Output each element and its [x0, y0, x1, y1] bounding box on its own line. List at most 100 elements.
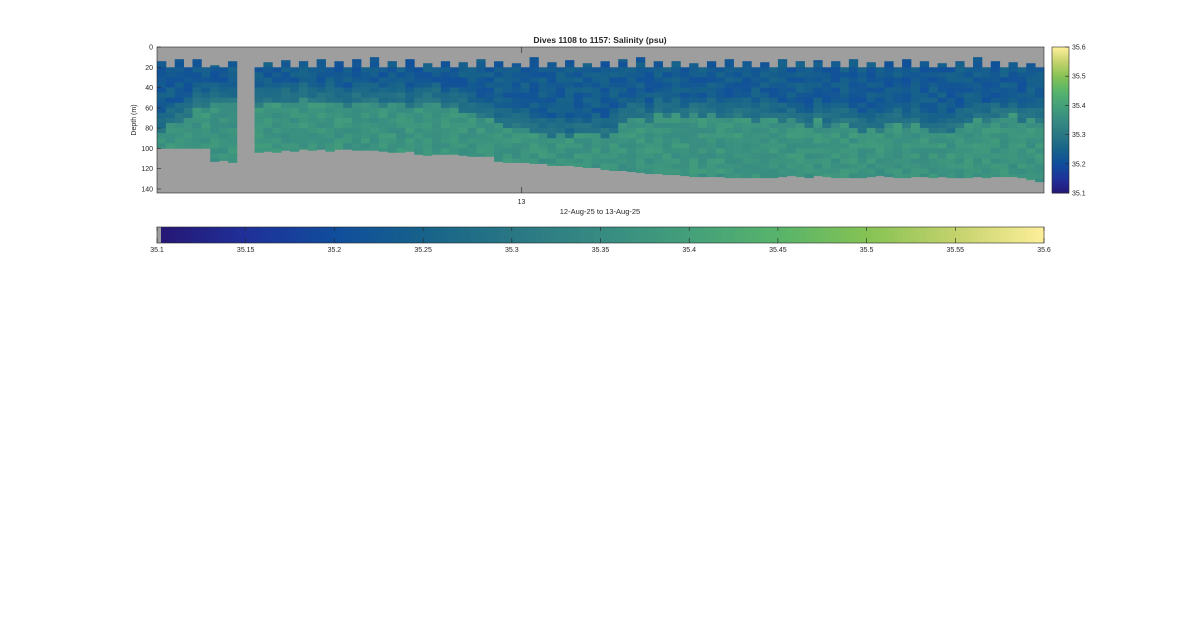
colorbar-bottom-strip [902, 227, 908, 243]
heatmap-cell [839, 102, 850, 109]
heatmap-cell [698, 123, 708, 129]
heatmap-cell [600, 67, 610, 73]
colorbar-bottom-strip [893, 227, 899, 243]
heatmap-cell [769, 168, 779, 175]
heatmap-cell [662, 107, 672, 114]
heatmap-cell [609, 87, 619, 93]
heatmap-cell [502, 97, 513, 104]
heatmap-cell [405, 133, 415, 139]
colorbar-bottom-strip [832, 227, 837, 243]
heatmap-cell [769, 97, 779, 104]
heatmap-cell [955, 158, 965, 164]
colorbar-bottom-tick-label: 35.2 [328, 247, 342, 254]
heatmap-cell [733, 168, 743, 175]
heatmap-cell [893, 123, 903, 129]
heatmap-cell [804, 82, 814, 88]
heatmap-cell [662, 87, 672, 93]
colorbar-bottom-strip [770, 227, 776, 243]
heatmap-cell [538, 117, 548, 124]
heatmap-cell [405, 72, 415, 78]
heatmap-cell [458, 77, 468, 83]
heatmap-cell [848, 133, 859, 139]
heatmap-cell [990, 158, 1001, 164]
heatmap-cell [760, 67, 770, 73]
heatmap-cell [795, 153, 805, 159]
heatmap-cell [352, 138, 362, 144]
heatmap-cell [733, 102, 743, 109]
heatmap-cell [937, 138, 947, 144]
heatmap-cell [565, 138, 575, 144]
heatmap-cell [875, 168, 885, 175]
colorbar-bottom-strip [576, 227, 581, 243]
heatmap-cell [653, 112, 663, 119]
heatmap-cell [361, 148, 371, 151]
colorbar-bottom-strip [849, 227, 855, 243]
heatmap-cell [334, 61, 344, 63]
heatmap-cell [946, 143, 956, 149]
heatmap-cell [973, 173, 983, 178]
heatmap-cell [857, 173, 867, 179]
heatmap-cell [352, 59, 362, 63]
heatmap-cell [440, 112, 451, 119]
heatmap-cell [582, 92, 593, 98]
heatmap-cell [795, 138, 805, 144]
heatmap-cell [565, 158, 575, 164]
heatmap-cell [724, 87, 734, 93]
heatmap-cell [467, 87, 477, 93]
colorbar-right-strip [1052, 177, 1069, 179]
heatmap-cell [307, 82, 318, 88]
heatmap-cell [192, 77, 202, 83]
heatmap-cell [928, 133, 938, 139]
heatmap-cell [440, 97, 451, 104]
heatmap-cell [822, 128, 832, 134]
heatmap-cell [848, 112, 859, 119]
heatmap-cell [502, 82, 513, 88]
heatmap-cell [1017, 153, 1027, 159]
heatmap-cell [210, 112, 220, 119]
heatmap-cell [999, 67, 1009, 73]
heatmap-cell [449, 102, 459, 109]
heatmap-cell [875, 133, 885, 139]
heatmap-cell [378, 148, 389, 152]
heatmap-cell [955, 148, 965, 154]
heatmap-cell [369, 143, 380, 149]
heatmap-cell [680, 102, 690, 109]
heatmap-cell [724, 107, 734, 114]
heatmap-cell [804, 72, 814, 78]
colorbar-right-strip [1052, 126, 1069, 128]
heatmap-cell [263, 82, 273, 88]
heatmap-cell [955, 143, 965, 149]
heatmap-cell [485, 92, 495, 98]
colorbar-right-strip [1052, 59, 1069, 61]
colorbar-bottom-strip [805, 227, 811, 243]
heatmap-cell [556, 163, 566, 166]
heatmap-cell [307, 143, 318, 149]
heatmap-cell [662, 112, 672, 119]
heatmap-cell [369, 92, 380, 98]
heatmap-cell [174, 97, 185, 104]
heatmap-cell [316, 148, 326, 150]
heatmap-cell [733, 72, 743, 78]
heatmap-cell [334, 67, 344, 73]
heatmap-cell [875, 82, 885, 88]
heatmap-cell [999, 168, 1009, 175]
heatmap-cell [423, 112, 433, 119]
heatmap-cell [387, 107, 397, 114]
heatmap-cell [928, 143, 938, 149]
heatmap-cell [955, 67, 965, 73]
heatmap-cell [831, 143, 841, 149]
heatmap-cell [884, 82, 894, 88]
heatmap-cell [556, 92, 566, 98]
heatmap-cell [919, 62, 930, 68]
heatmap-cell [928, 72, 938, 78]
heatmap-cell [405, 87, 415, 93]
colorbar-right-strip [1052, 50, 1069, 53]
heatmap-cell [955, 163, 965, 169]
heatmap-cell [715, 123, 726, 129]
heatmap-cell [964, 163, 974, 169]
heatmap-cell [556, 158, 566, 164]
colorbar-bottom-strip [536, 227, 542, 243]
colorbar-bottom-strip [642, 227, 648, 243]
heatmap-cell [600, 128, 610, 134]
heatmap-cell [777, 107, 788, 114]
